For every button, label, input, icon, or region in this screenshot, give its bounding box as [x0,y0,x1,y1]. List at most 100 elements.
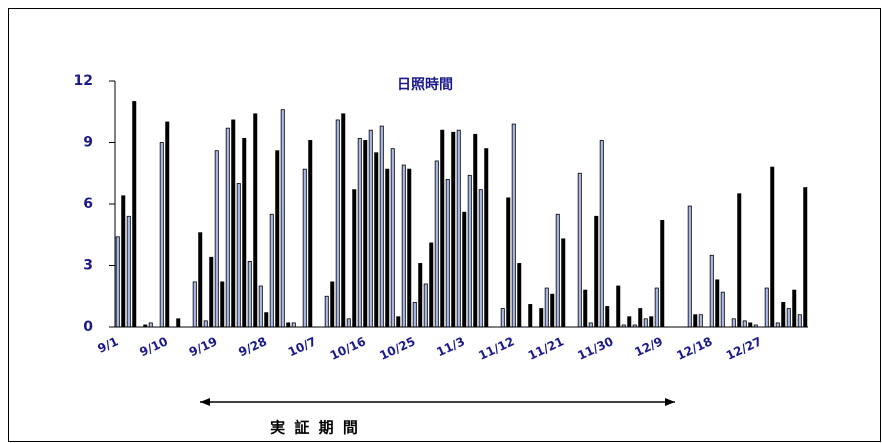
bar [715,279,720,328]
bar [291,322,296,328]
bar [605,306,610,328]
bar [770,166,775,328]
bar [247,260,252,328]
bar [539,308,544,328]
bar [423,283,428,328]
y-tick-label: 3 [83,258,93,274]
bar [357,137,362,328]
bar [792,289,797,328]
bar [368,129,373,328]
bar [429,242,434,328]
bar [176,318,181,328]
bar [203,320,208,328]
bar [286,322,291,328]
period-label: 実 証 期 間 [270,419,360,437]
bar [720,291,725,328]
bar [478,189,483,328]
bar [517,263,522,328]
bar [401,164,406,328]
bar [407,168,412,328]
bar [258,285,263,328]
y-tick-label: 12 [74,73,93,89]
bar [594,215,599,328]
bar [220,281,225,328]
bar [698,314,703,328]
bar [616,285,621,328]
bar [302,168,307,328]
bar [231,119,236,328]
bar [638,308,643,328]
bar [236,183,241,328]
bar [115,236,120,328]
bar [335,119,340,328]
bar [192,281,197,328]
bar [473,133,478,328]
bar [660,219,665,328]
bar [709,254,714,328]
bar [352,189,357,328]
bar [451,131,456,328]
bar [159,142,164,328]
bar [775,322,780,328]
bar [643,318,648,328]
bar [434,160,439,328]
bar [627,316,632,328]
bar [687,205,692,328]
bar [214,150,219,328]
y-tick-label: 0 [83,319,93,335]
bar [379,125,384,328]
bar [126,215,131,328]
bar [550,293,555,328]
bar [484,148,489,328]
bar [693,314,698,328]
bar [737,193,742,328]
bar [748,322,753,328]
bar [390,148,395,328]
bar [324,295,329,328]
bar [385,168,390,328]
bar [132,101,137,328]
bar [198,232,203,328]
bar [412,301,417,328]
y-tick-label: 9 [83,135,93,151]
bar [264,312,269,328]
bar [396,316,401,328]
bar [280,109,285,328]
bar [121,195,126,328]
bar [583,289,588,328]
bar [528,304,533,328]
bar [500,308,505,328]
y-tick-label: 6 [83,196,93,212]
bar [308,140,313,328]
bar [440,129,445,328]
bar [418,263,423,328]
bar [346,318,351,328]
bar [456,129,461,328]
bar [506,197,511,328]
chart-title: 日照時間 [397,76,453,93]
bar [148,322,153,328]
bar [165,121,170,328]
bar [803,187,808,328]
bar [786,308,791,328]
bar [269,213,274,328]
bar [731,318,736,328]
bar [445,178,450,328]
bar [341,113,346,328]
bar [588,322,593,328]
bar [555,213,560,328]
bar [467,174,472,328]
bar [225,127,230,328]
bar [577,172,582,328]
frame [8,8,881,442]
bar [363,140,368,328]
bar [649,316,654,328]
bar [764,287,769,328]
bar [209,256,214,328]
bar [242,137,247,328]
bar [330,281,335,328]
bar [742,320,747,328]
bar [561,238,566,328]
bar [544,287,549,328]
